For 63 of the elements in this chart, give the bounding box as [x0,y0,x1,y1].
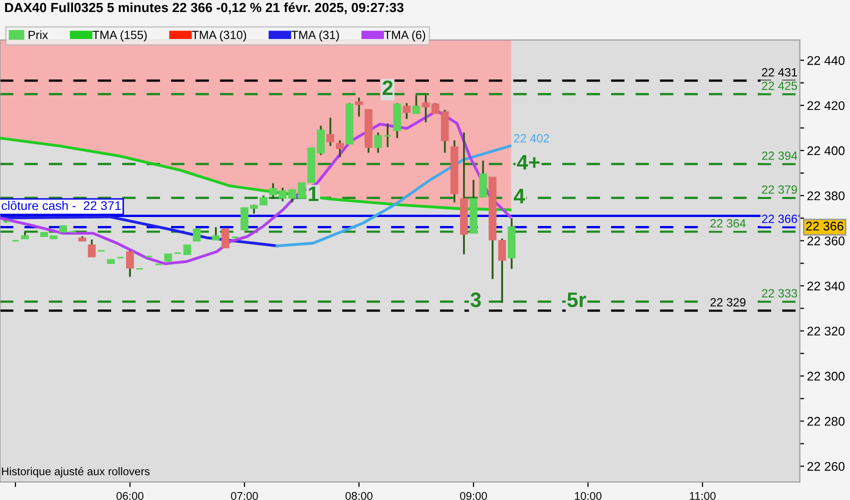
y-tick-label: 22 400 [807,146,845,156]
legend-label: TMA (31) [291,30,339,42]
candlestick [326,116,334,147]
ref-line-label: clôture cash - 22 371 [2,200,121,210]
candlestick [221,228,230,248]
candlestick [355,96,363,118]
candlestick [374,132,382,154]
candlestick [126,250,134,278]
y-tick-label: 22 300 [807,372,845,381]
annotation: Historique ajusté aux rollovers [2,467,150,478]
text: 22 366 [806,222,844,231]
y-tick-label: 22 320 [807,326,845,336]
ref-line-label: 22 364 [710,219,746,228]
legend-label: TMA (6) [384,30,426,42]
line-series [0,109,512,266]
ref-line-label: 22 394 [762,152,798,160]
ref-line-label: 22 379 [762,185,798,194]
candlestick [183,244,192,255]
candlestick [288,189,296,204]
x-tick-label: 09:00 [460,492,487,500]
candlestick [479,160,487,198]
candlestick [422,94,430,124]
line-series [276,144,512,248]
legend-label: TMA (310) [192,30,246,42]
annotation: 4+ [516,155,540,170]
y-tick-label: 22 280 [807,416,845,426]
chart-title: DAX40 Full0325 5 minutes 22 366 -0,12 % 21 févr. 2025, 09:27:33 [5,2,404,14]
candlestick [212,226,220,240]
y-tick-label: 22 440 [807,56,845,65]
ref-line-label: 22 366 [762,214,798,224]
legend-label: Prix [28,30,48,39]
ref-line-label: 22 329 [710,298,746,306]
annotation: 4 [514,188,525,204]
line-series [0,215,278,248]
y-tick-label: 22 420 [807,101,845,110]
x-tick-label: 06:00 [116,492,144,500]
candlestick [88,238,96,258]
y-tick-label: 22 360 [807,236,845,246]
annotation: 1 [308,186,318,201]
candlestick [316,124,325,156]
y-tick-label: 22 260 [807,462,845,471]
candlestick [384,122,392,148]
line-series [0,136,512,212]
ref-line-label: 22 431 [762,68,797,76]
y-tick-label: 22 380 [807,191,845,200]
x-tick-label: 08:00 [346,492,372,500]
data-label: 22 402 [514,134,549,143]
annotation: 3 [470,292,481,308]
candlestick [431,102,440,114]
annotation: 2 [382,80,393,95]
candlestick [402,102,411,120]
x-tick-label: 11:00 [690,492,716,500]
candlestick [412,94,420,114]
candlestick [192,228,201,242]
candlestick [336,139,344,158]
x-tick-label: 07:00 [231,492,258,500]
x-tick-label: 10:00 [574,492,602,500]
legend-label: TMA (155) [92,30,147,42]
candlestick [298,182,306,199]
ref-line-label: 22 333 [762,289,798,298]
y-tick-label: 22 340 [807,282,845,290]
ref-line-label: 22 425 [762,82,798,90]
annotation: 5r [567,292,586,308]
